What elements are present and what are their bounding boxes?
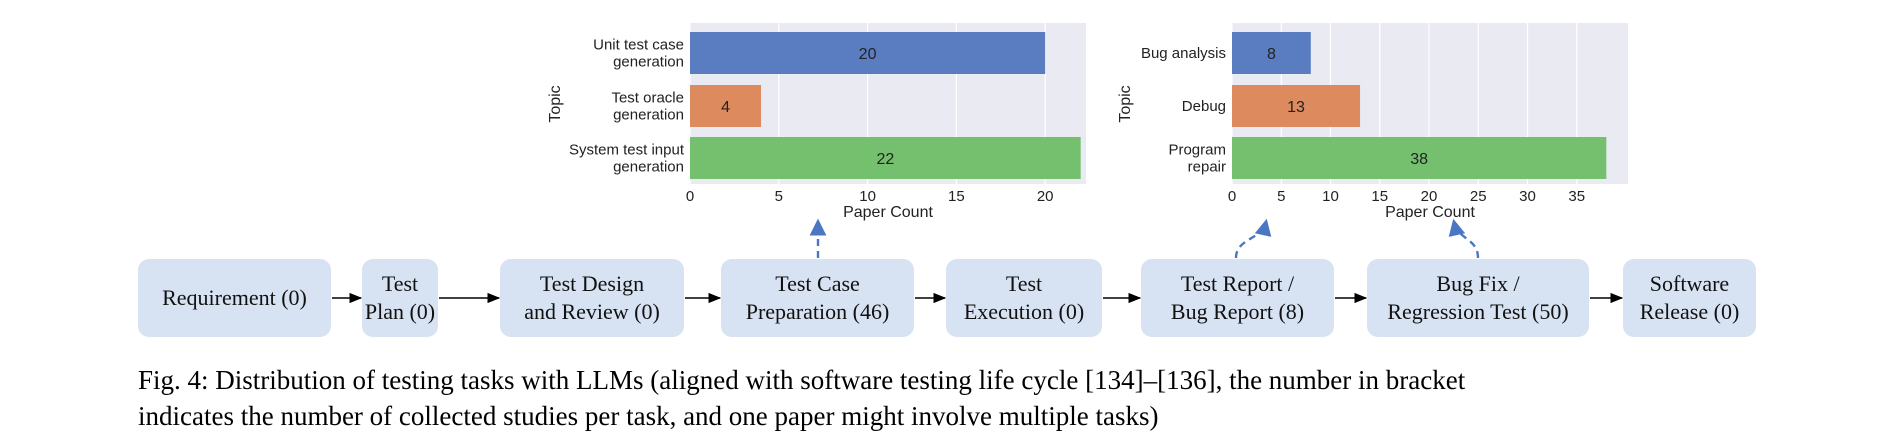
category-label: Test oracle <box>611 90 684 107</box>
bar-value-label: 20 <box>859 46 877 63</box>
stage-box-7: Software Release (0) <box>1623 259 1756 337</box>
stage-label: Test <box>1005 271 1043 296</box>
category-label: generation <box>613 54 684 71</box>
stage-label: and Review (0) <box>524 299 660 324</box>
stage-box-4: Test Execution (0) <box>946 259 1102 337</box>
x-tick-label: 5 <box>775 188 783 205</box>
y-axis-label: Topic <box>547 85 564 122</box>
link-arrow-bug-fix <box>1448 218 1480 259</box>
x-tick-label: 20 <box>1421 188 1438 205</box>
y-axis-label: Topic <box>1117 85 1134 122</box>
caption-line-1: Fig. 4: Distribution of testing tasks wi… <box>138 365 1466 395</box>
category-label: Debug <box>1182 98 1226 115</box>
category-label: Unit test case <box>593 37 684 54</box>
stage-label: Preparation (46) <box>745 299 890 324</box>
bar-bug-2 <box>1232 137 1607 179</box>
x-tick-label: 10 <box>859 188 876 205</box>
stage-label: Execution (0) <box>963 299 1085 324</box>
x-tick-label: 10 <box>1322 188 1339 205</box>
bar-value-label: 38 <box>1410 151 1428 168</box>
x-tick-label: 0 <box>686 188 694 205</box>
bar-value-label: 22 <box>876 151 894 168</box>
stage-label: Test Design <box>539 271 645 296</box>
bar-value-label: 13 <box>1287 99 1305 116</box>
bar-tcp-1 <box>690 85 762 127</box>
bar-tcp-2 <box>690 137 1081 179</box>
x-axis-label: Paper Count <box>843 204 933 221</box>
stage-box-3: Test Case Preparation (46) <box>721 259 914 337</box>
stage-label: Release (0) <box>1639 299 1740 324</box>
stage-box-1: Test Plan (0) <box>362 259 438 337</box>
link-arrow-bug-report <box>1234 218 1272 259</box>
x-tick-label: 15 <box>948 188 965 205</box>
category-label: repair <box>1188 159 1226 176</box>
lifecycle-arrows <box>332 218 1624 304</box>
stage-box-6: Bug Fix / Regression Test (50) <box>1367 259 1589 337</box>
stage-label: Plan (0) <box>364 299 436 324</box>
category-label: System test input <box>569 142 685 159</box>
caption-line-2: indicates the number of collected studie… <box>138 401 1159 431</box>
x-tick-label: 20 <box>1037 188 1054 205</box>
category-label: generation <box>613 159 684 176</box>
bar-bug-0 <box>1232 32 1311 74</box>
bar-bug-1 <box>1232 85 1361 127</box>
stage-box-5: Test Report / Bug Report (8) <box>1141 259 1334 337</box>
stage-label: Test Case <box>775 271 860 296</box>
x-axis-label: Paper Count <box>1385 204 1475 221</box>
stage-label: Software <box>1649 271 1730 296</box>
category-label: generation <box>613 107 684 124</box>
x-tick-label: 0 <box>1228 188 1236 205</box>
stage-label: Test Report / <box>1180 271 1295 296</box>
stage-label: Bug Report (8) <box>1170 299 1305 324</box>
figure-caption: Fig. 4: Distribution of testing tasks wi… <box>138 362 1758 434</box>
bar-tcp-0 <box>690 32 1046 74</box>
stage-label: Regression Test (50) <box>1387 299 1569 324</box>
stage-label: Test <box>381 271 419 296</box>
stage-box-0: Requirement (0) <box>138 259 331 337</box>
bar-value-label: 8 <box>1267 46 1276 63</box>
x-tick-label: 35 <box>1568 188 1585 205</box>
x-tick-label: 15 <box>1371 188 1388 205</box>
stage-box-2: Test Design and Review (0) <box>500 259 684 337</box>
category-label: Bug analysis <box>1141 45 1226 62</box>
stage-label: Requirement (0) <box>162 285 307 310</box>
bar-value-label: 4 <box>721 99 730 116</box>
stage-label: Bug Fix / <box>1436 271 1520 296</box>
category-label: Program <box>1168 142 1226 159</box>
x-tick-label: 25 <box>1470 188 1487 205</box>
x-tick-label: 5 <box>1277 188 1285 205</box>
x-tick-label: 30 <box>1519 188 1536 205</box>
